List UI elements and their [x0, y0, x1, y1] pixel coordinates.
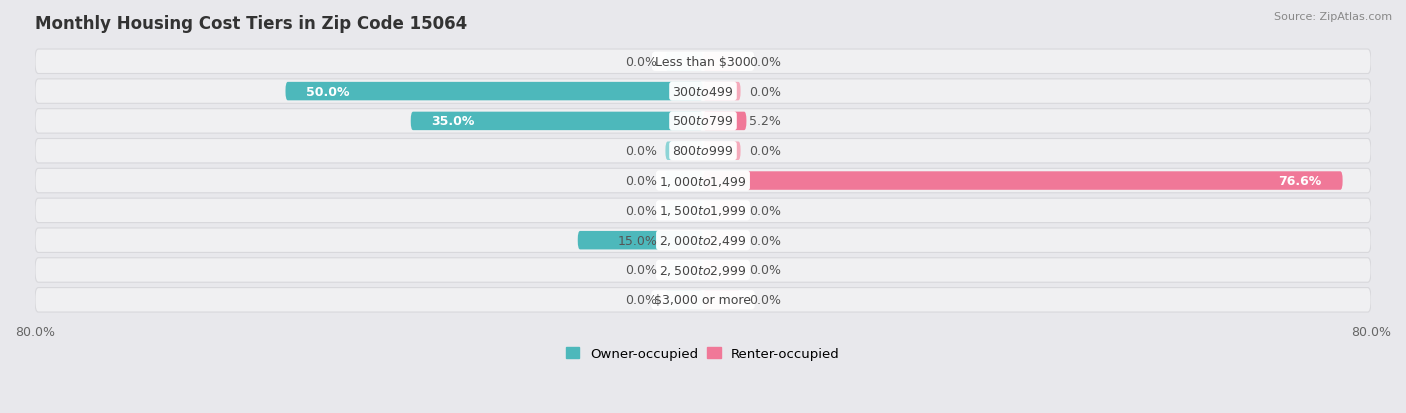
Text: Less than $300: Less than $300 [655, 56, 751, 69]
FancyBboxPatch shape [665, 53, 703, 71]
Text: 0.0%: 0.0% [626, 175, 657, 188]
FancyBboxPatch shape [35, 80, 1371, 104]
Text: 35.0%: 35.0% [432, 115, 475, 128]
FancyBboxPatch shape [703, 172, 1343, 190]
FancyBboxPatch shape [285, 83, 703, 101]
Text: Monthly Housing Cost Tiers in Zip Code 15064: Monthly Housing Cost Tiers in Zip Code 1… [35, 15, 467, 33]
Text: Source: ZipAtlas.com: Source: ZipAtlas.com [1274, 12, 1392, 22]
Text: 0.0%: 0.0% [749, 56, 780, 69]
Text: 0.0%: 0.0% [749, 264, 780, 277]
Text: 0.0%: 0.0% [749, 85, 780, 98]
FancyBboxPatch shape [703, 291, 741, 309]
Text: 50.0%: 50.0% [307, 85, 350, 98]
FancyBboxPatch shape [703, 112, 747, 131]
Text: $500 to $799: $500 to $799 [672, 115, 734, 128]
Text: 76.6%: 76.6% [1278, 175, 1322, 188]
Legend: Owner-occupied, Renter-occupied: Owner-occupied, Renter-occupied [561, 342, 845, 366]
FancyBboxPatch shape [665, 291, 703, 309]
Text: 0.0%: 0.0% [749, 204, 780, 217]
Text: $300 to $499: $300 to $499 [672, 85, 734, 98]
FancyBboxPatch shape [703, 231, 741, 250]
FancyBboxPatch shape [35, 109, 1371, 134]
FancyBboxPatch shape [35, 139, 1371, 164]
FancyBboxPatch shape [703, 142, 741, 161]
Text: 15.0%: 15.0% [617, 234, 657, 247]
Text: $2,500 to $2,999: $2,500 to $2,999 [659, 263, 747, 277]
FancyBboxPatch shape [665, 261, 703, 280]
Text: $1,000 to $1,499: $1,000 to $1,499 [659, 174, 747, 188]
FancyBboxPatch shape [35, 288, 1371, 312]
Text: 5.2%: 5.2% [749, 115, 780, 128]
Text: 0.0%: 0.0% [749, 145, 780, 158]
FancyBboxPatch shape [703, 202, 741, 220]
FancyBboxPatch shape [35, 50, 1371, 74]
Text: 0.0%: 0.0% [626, 294, 657, 306]
Text: 0.0%: 0.0% [626, 145, 657, 158]
Text: 0.0%: 0.0% [626, 264, 657, 277]
FancyBboxPatch shape [35, 199, 1371, 223]
Text: 0.0%: 0.0% [626, 56, 657, 69]
FancyBboxPatch shape [35, 228, 1371, 253]
FancyBboxPatch shape [665, 142, 703, 161]
Text: $2,000 to $2,499: $2,000 to $2,499 [659, 234, 747, 247]
FancyBboxPatch shape [35, 169, 1371, 193]
Text: $1,500 to $1,999: $1,500 to $1,999 [659, 204, 747, 218]
Text: $3,000 or more: $3,000 or more [655, 294, 751, 306]
FancyBboxPatch shape [665, 202, 703, 220]
FancyBboxPatch shape [703, 261, 741, 280]
FancyBboxPatch shape [665, 172, 703, 190]
Text: $800 to $999: $800 to $999 [672, 145, 734, 158]
FancyBboxPatch shape [578, 231, 703, 250]
FancyBboxPatch shape [703, 53, 741, 71]
Text: 0.0%: 0.0% [626, 204, 657, 217]
FancyBboxPatch shape [703, 83, 741, 101]
FancyBboxPatch shape [35, 258, 1371, 282]
Text: 0.0%: 0.0% [749, 294, 780, 306]
Text: 0.0%: 0.0% [749, 234, 780, 247]
FancyBboxPatch shape [411, 112, 703, 131]
